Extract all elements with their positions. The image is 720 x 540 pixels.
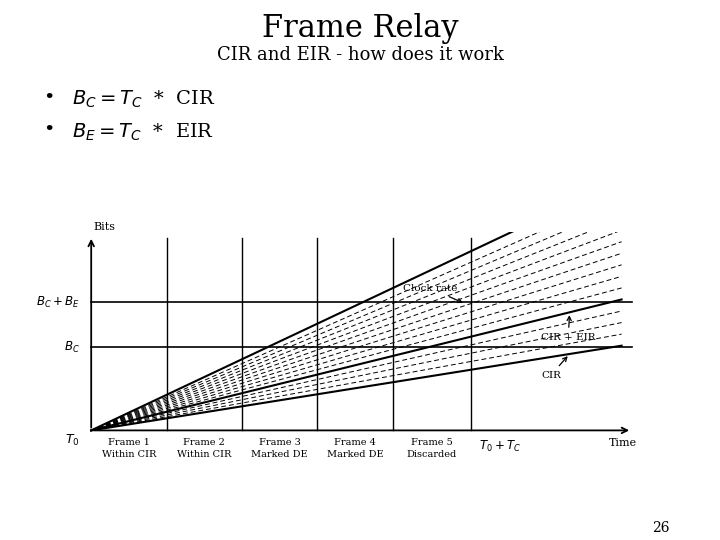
Text: Frame 5
Discarded: Frame 5 Discarded	[407, 438, 457, 459]
Text: 26: 26	[652, 521, 670, 535]
Text: Frame 2
Within CIR: Frame 2 Within CIR	[177, 438, 232, 459]
Text: $T_0+T_C$: $T_0+T_C$	[479, 439, 521, 454]
Text: •: •	[43, 122, 55, 139]
Text: Frame 3
Marked DE: Frame 3 Marked DE	[251, 438, 308, 459]
Text: Frame 4
Marked DE: Frame 4 Marked DE	[327, 438, 384, 459]
Text: $B_C = T_C$  *  CIR: $B_C = T_C$ * CIR	[72, 89, 216, 110]
Text: CIR + EIR: CIR + EIR	[541, 316, 595, 342]
Text: CIR and EIR - how does it work: CIR and EIR - how does it work	[217, 46, 503, 64]
Text: •: •	[43, 89, 55, 107]
Text: CIR: CIR	[541, 357, 567, 380]
Text: $B_C+B_E$: $B_C+B_E$	[36, 294, 80, 309]
Text: Bits: Bits	[94, 222, 116, 232]
Text: Frame 1
Within CIR: Frame 1 Within CIR	[102, 438, 156, 459]
Text: $T_0$: $T_0$	[65, 433, 80, 448]
Text: Time: Time	[609, 438, 637, 448]
Text: $B_E = T_C$  *  EIR: $B_E = T_C$ * EIR	[72, 122, 214, 143]
Text: Frame Relay: Frame Relay	[261, 14, 459, 44]
Text: $B_C$: $B_C$	[64, 340, 80, 355]
Text: Clock rate: Clock rate	[403, 284, 462, 302]
